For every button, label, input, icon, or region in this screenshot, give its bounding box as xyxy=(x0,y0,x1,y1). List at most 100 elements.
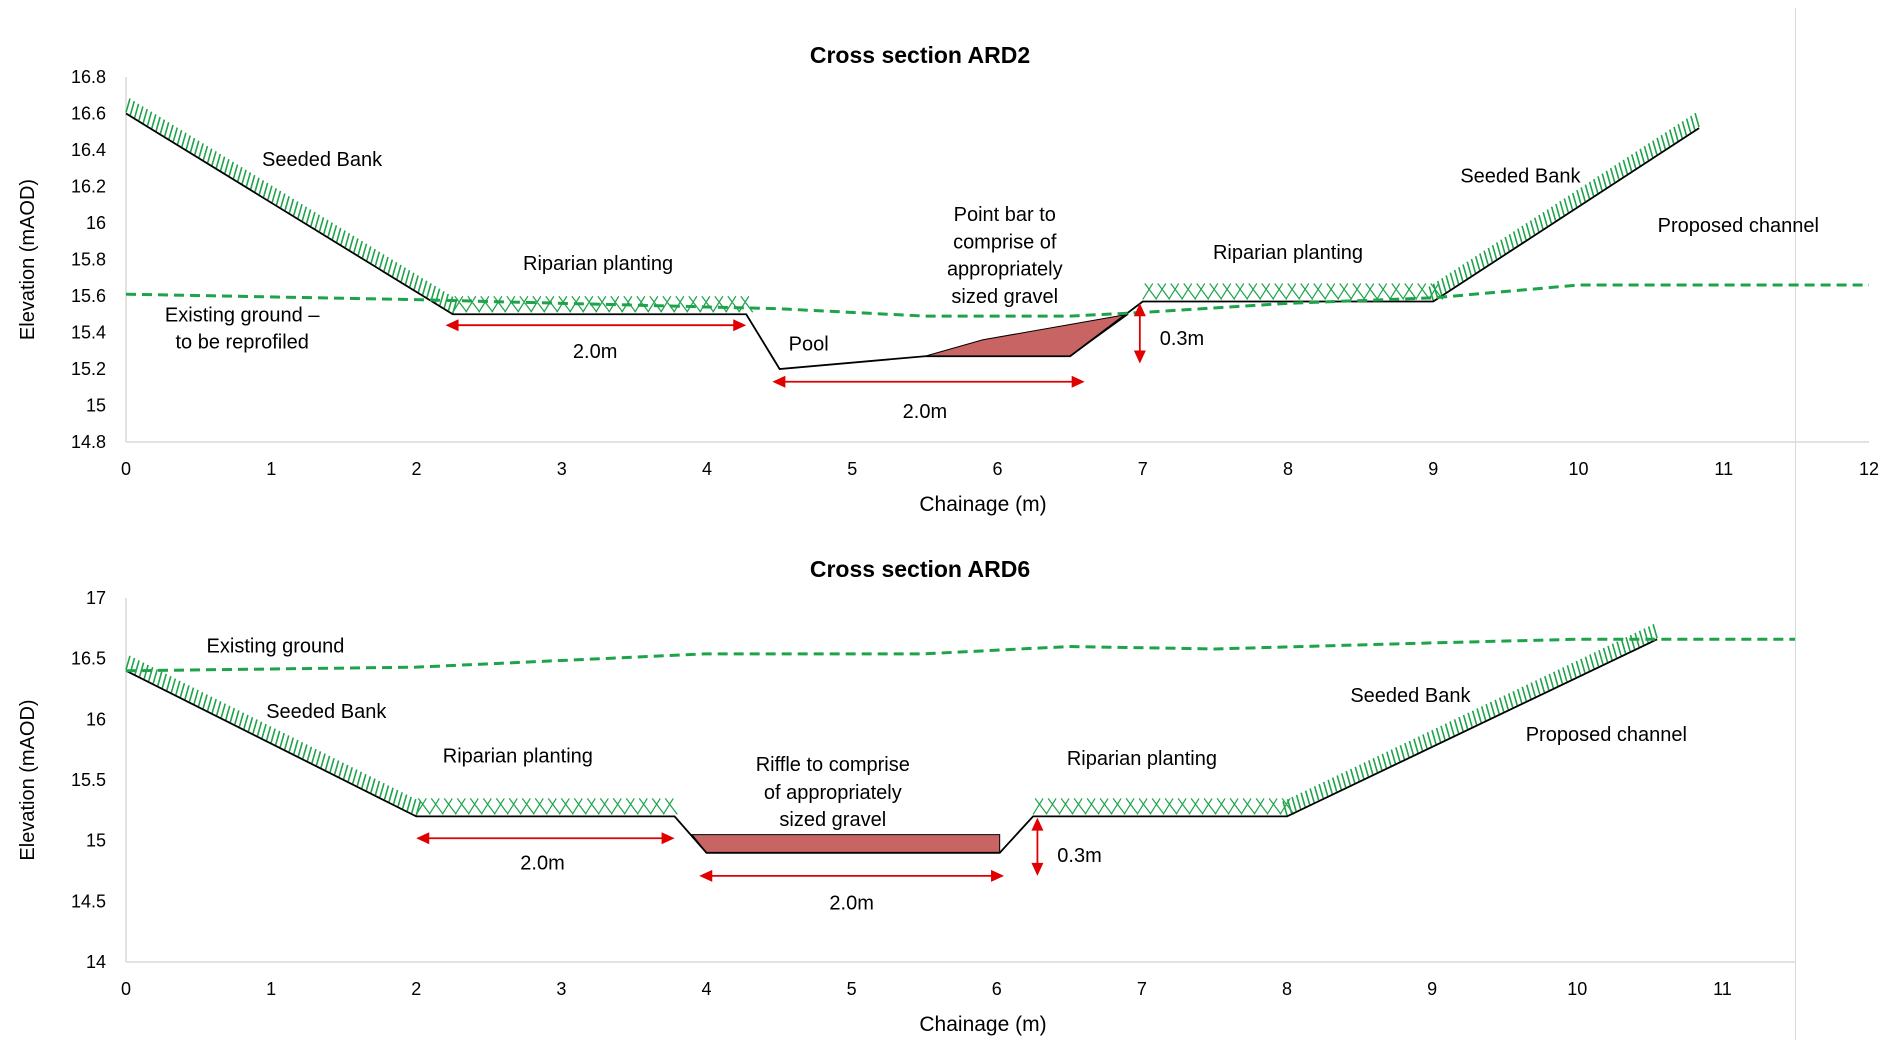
existing-ground-line xyxy=(125,283,1869,318)
y-tick-label: 15.5 xyxy=(71,770,106,790)
gravel-feature xyxy=(690,834,1001,854)
annotation-label: of appropriately xyxy=(764,782,902,804)
x-tick-label: 2 xyxy=(411,979,421,999)
dimension-arrowhead xyxy=(1031,817,1044,831)
x-tick-label: 9 xyxy=(1428,459,1438,479)
y-tick-label: 16.5 xyxy=(71,649,106,669)
x-tick-label: 8 xyxy=(1283,459,1293,479)
y-axis-title: Elevation (mAOD) xyxy=(17,699,39,860)
x-tick-label: 1 xyxy=(266,979,276,999)
annotation-label: comprise of xyxy=(953,231,1057,253)
dimension-label: 0.3m xyxy=(1057,845,1101,867)
x-tick-label: 12 xyxy=(1859,459,1879,479)
annotation-label: to be reprofiled xyxy=(175,332,308,354)
dimension-arrowhead xyxy=(1071,375,1085,388)
y-tick-label: 16 xyxy=(86,709,106,729)
frame-divider xyxy=(1795,8,1796,1040)
dimension-label: 2.0m xyxy=(520,853,564,875)
riparian-planting-hatch xyxy=(415,798,678,815)
annotation-label: Riffle to comprise xyxy=(756,754,910,776)
existing-ground-line xyxy=(125,637,1795,673)
dimension-arrowhead xyxy=(1031,862,1044,876)
y-tick-label: 15.8 xyxy=(71,250,106,270)
dimension-arrowhead xyxy=(772,375,786,388)
y-tick-label: 17 xyxy=(86,588,106,608)
y-tick-label: 15 xyxy=(86,831,106,851)
x-tick-label: 4 xyxy=(702,459,712,479)
y-tick-label: 14.5 xyxy=(71,891,106,911)
x-tick-label: 6 xyxy=(992,459,1002,479)
dimension-arrowhead xyxy=(991,869,1005,882)
x-tick-label: 4 xyxy=(702,979,712,999)
annotation-label: Seeded Bank xyxy=(1460,166,1581,188)
annotation-label: Riparian planting xyxy=(443,746,593,768)
y-tick-label: 16.6 xyxy=(71,104,106,124)
dimension-label: 2.0m xyxy=(573,341,617,363)
y-tick-label: 16.8 xyxy=(71,67,106,87)
riparian-planting-hatch xyxy=(1032,798,1295,815)
y-tick-label: 15.4 xyxy=(71,323,106,343)
x-tick-label: 0 xyxy=(121,459,131,479)
x-tick-label: 8 xyxy=(1282,979,1292,999)
annotation-label: Proposed channel xyxy=(1526,724,1687,746)
x-axis-title: Chainage (m) xyxy=(919,1013,1046,1036)
annotation-label: Pool xyxy=(789,333,829,355)
y-tick-label: 15.2 xyxy=(71,359,106,379)
annotation-label: Seeded Bank xyxy=(1350,685,1471,707)
x-tick-label: 7 xyxy=(1138,459,1148,479)
chart-title-ard6: Cross section ARD6 xyxy=(809,556,1031,582)
y-tick-label: 16 xyxy=(86,213,106,233)
dimension-arrowhead xyxy=(733,319,747,332)
annotation-label: sized gravel xyxy=(951,286,1058,308)
annotation-label: sized gravel xyxy=(779,809,886,831)
y-tick-label: 14 xyxy=(86,952,106,972)
y-tick-label: 15.6 xyxy=(71,286,106,306)
x-tick-label: 5 xyxy=(847,979,857,999)
riparian-planting-hatch xyxy=(1142,283,1444,300)
x-tick-label: 9 xyxy=(1427,979,1437,999)
seeded-bank-hatch xyxy=(1282,624,1658,816)
x-tick-label: 7 xyxy=(1137,979,1147,999)
dimension-label: 2.0m xyxy=(903,401,947,423)
annotation-label: Riparian planting xyxy=(1067,748,1217,770)
dimension-arrowhead xyxy=(445,319,459,332)
x-tick-label: 10 xyxy=(1568,459,1588,479)
annotation-label: Seeded Bank xyxy=(266,701,387,723)
x-tick-label: 6 xyxy=(992,979,1002,999)
dimension-arrowhead xyxy=(661,832,675,845)
x-tick-label: 11 xyxy=(1714,459,1733,479)
chart-title-ard2: Cross section ARD2 xyxy=(809,42,1031,68)
y-tick-label: 16.2 xyxy=(71,177,106,197)
dimension-arrowhead xyxy=(1133,350,1146,364)
x-tick-label: 10 xyxy=(1567,979,1587,999)
y-axis-title: Elevation (mAOD) xyxy=(17,179,39,340)
y-tick-label: 16.4 xyxy=(71,140,106,160)
seeded-bank-hatch xyxy=(1428,112,1700,301)
dimension-label: 0.3m xyxy=(1160,328,1204,350)
y-tick-label: 14.8 xyxy=(71,432,106,452)
proposed-channel-line xyxy=(125,638,1658,854)
annotation-label: Seeded Bank xyxy=(262,149,383,171)
x-tick-label: 3 xyxy=(556,979,566,999)
annotation-label: appropriately xyxy=(947,259,1063,281)
annotation-label: Existing ground xyxy=(207,635,345,657)
annotation-label: Existing ground – xyxy=(165,304,320,326)
seeded-bank-hatch xyxy=(125,655,422,816)
proposed-channel-line xyxy=(125,112,1700,370)
dimension-arrowhead xyxy=(416,832,430,845)
annotation-label: Proposed channel xyxy=(1658,215,1819,237)
x-tick-label: 11 xyxy=(1713,979,1732,999)
dimension-label: 2.0m xyxy=(829,893,873,915)
seeded-bank-hatch xyxy=(125,98,458,314)
annotation-label: Riparian planting xyxy=(523,253,673,275)
x-axis-title: Chainage (m) xyxy=(919,493,1046,516)
annotation-label: Point bar to xyxy=(954,204,1056,226)
dimension-arrowhead xyxy=(699,869,713,882)
x-tick-label: 3 xyxy=(557,459,567,479)
x-tick-label: 1 xyxy=(266,459,276,479)
dimension-arrowhead xyxy=(1133,303,1146,317)
annotation-label: Riparian planting xyxy=(1213,242,1363,264)
